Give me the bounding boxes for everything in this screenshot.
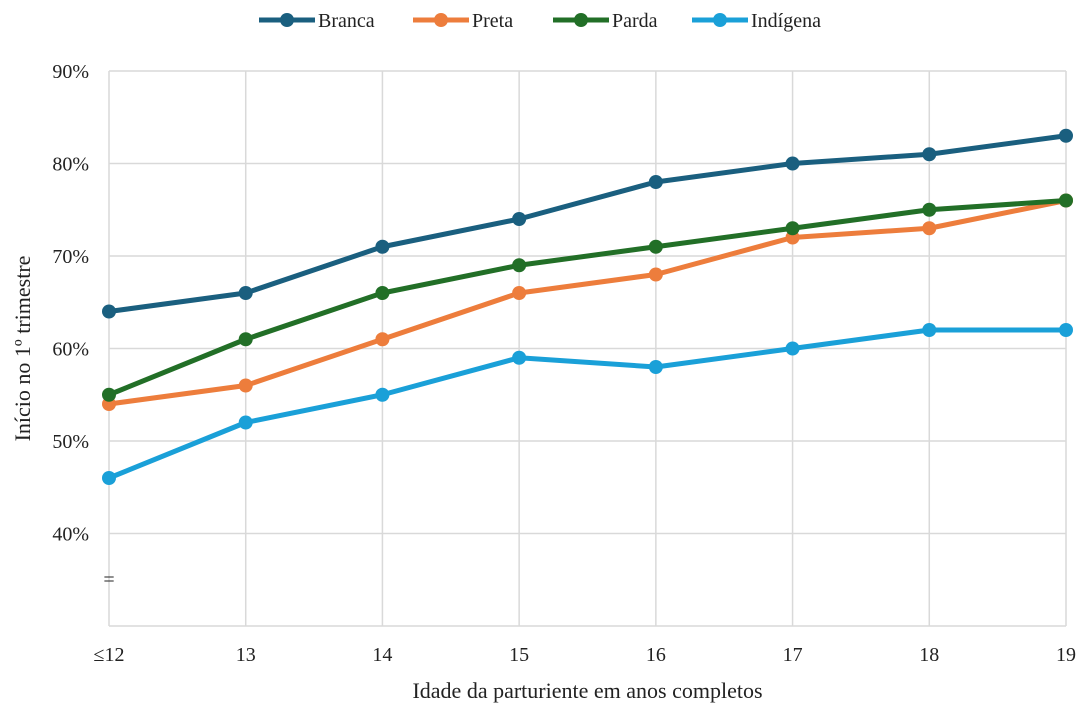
data-point (375, 286, 390, 300)
legend-item-branca: Branca (259, 10, 375, 32)
data-point (922, 221, 937, 236)
x-tick-label: 18 (919, 644, 939, 666)
x-tick-label: 17 (783, 644, 803, 666)
series-line (106, 327, 1069, 481)
data-point (1059, 323, 1073, 337)
data-point (512, 212, 527, 226)
series-parda (102, 193, 1073, 402)
legend-label: Parda (612, 10, 658, 32)
legend-swatch-marker (434, 13, 448, 27)
y-axis-ticks: 90% 80% 70% 60% 50% 40% (52, 61, 89, 546)
y-axis-title: Início no 1º trimestre (10, 256, 35, 442)
y-tick-label: 40% (52, 524, 89, 546)
series-line (106, 133, 1069, 314)
y-tick-label: 80% (52, 154, 89, 176)
x-tick-label: ≤12 (94, 644, 125, 666)
data-point (785, 156, 800, 171)
series-line (106, 198, 1069, 398)
data-point (102, 471, 116, 485)
data-point (238, 415, 253, 430)
legend-item-parda: Parda (553, 10, 658, 32)
axis-break-marker: = (103, 569, 114, 591)
x-tick-label: 13 (236, 644, 256, 666)
data-point (648, 360, 663, 374)
data-point (238, 378, 253, 393)
data-point (375, 332, 390, 347)
data-point (375, 239, 390, 254)
x-tick-label: 19 (1056, 644, 1076, 666)
gridlines (108, 70, 1067, 627)
x-tick-label: 15 (509, 644, 529, 666)
series-branca (102, 128, 1073, 319)
data-point (922, 202, 937, 217)
y-tick-label: 90% (52, 61, 89, 83)
legend-swatch-marker (574, 13, 588, 27)
y-tick-label: 70% (52, 246, 89, 268)
data-point (1059, 193, 1073, 208)
y-tick-label: 50% (52, 431, 89, 453)
data-point (648, 267, 663, 282)
data-point (785, 341, 800, 356)
data-point (512, 258, 527, 273)
data-point (785, 221, 800, 236)
legend-label: Indígena (751, 10, 821, 32)
data-point (238, 286, 253, 300)
data-point (512, 350, 527, 365)
x-axis-ticks: ≤12 13 14 15 16 17 18 19 (94, 644, 1076, 666)
x-axis-title: Idade da parturiente em anos completos (412, 678, 762, 703)
data-point (375, 387, 390, 402)
data-point (922, 323, 937, 337)
series-preta (102, 193, 1073, 411)
data-point (238, 332, 253, 347)
data-point (1059, 128, 1073, 143)
data-point (648, 239, 663, 254)
legend-label: Branca (318, 10, 375, 32)
legend-label: Preta (472, 10, 513, 32)
data-point (102, 387, 116, 402)
legend: Branca Preta Parda Indígena (259, 10, 821, 32)
y-tick-label: 60% (52, 339, 89, 361)
series-line (106, 198, 1069, 407)
legend-item-indígena: Indígena (692, 10, 821, 32)
x-tick-label: 14 (372, 644, 392, 666)
series-group (102, 128, 1073, 485)
legend-swatch-marker (280, 13, 294, 27)
data-point (922, 147, 937, 162)
data-point (512, 286, 527, 300)
legend-item-preta: Preta (413, 10, 513, 32)
data-point (648, 175, 663, 189)
legend-swatch-marker (713, 13, 727, 27)
series-indígena (102, 323, 1073, 485)
x-tick-label: 16 (646, 644, 666, 666)
data-point (102, 304, 116, 319)
